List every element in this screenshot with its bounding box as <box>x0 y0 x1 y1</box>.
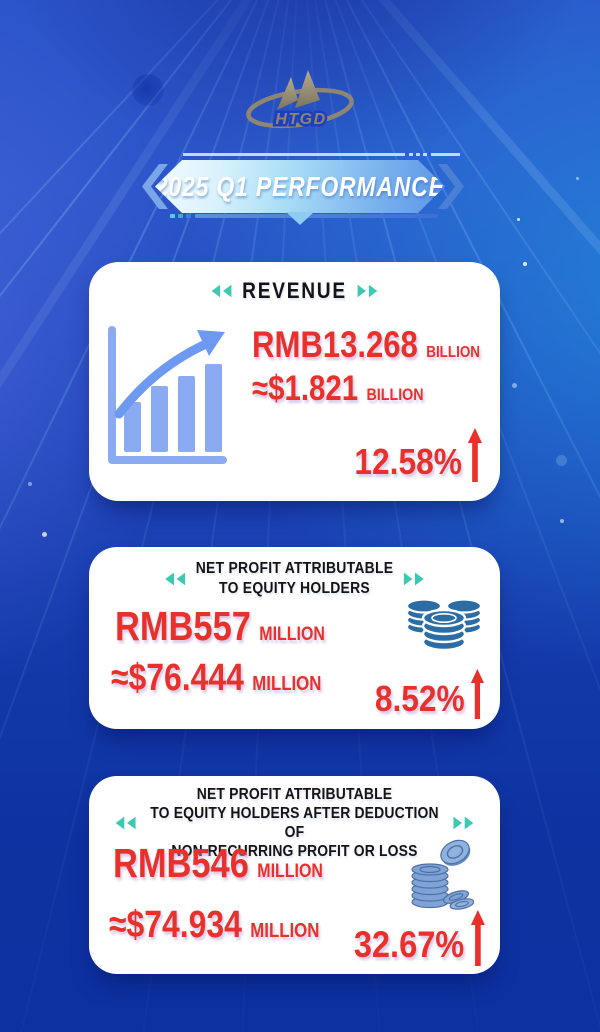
growth-value: 32.67% <box>353 923 464 965</box>
primary-value: RMB557 <box>115 603 251 649</box>
usd-unit: MILLION <box>250 920 320 942</box>
primary-unit: MILLION <box>259 624 325 645</box>
growth-value: 12.58% <box>354 440 462 482</box>
banner-notch <box>286 212 314 225</box>
net-profit-card: NET PROFIT ATTRIBUTABLE TO EQUITY HOLDER… <box>89 547 500 729</box>
background-blob <box>132 74 164 106</box>
primary-value-row: RMB557 MILLION <box>115 603 325 650</box>
banner-shape: 2025 Q1 PERFORMANCE <box>155 160 445 213</box>
revenue-card: REVENUE RMB13.268 BILLION ≈$1.821 BILLIO… <box>89 262 500 501</box>
card-title: REVENUE <box>242 278 347 303</box>
usd-value: ≈$1.821 <box>252 369 359 408</box>
net-profit-deduction-card: NET PROFIT ATTRIBUTABLE TO EQUITY HOLDER… <box>89 776 500 974</box>
usd-unit: MILLION <box>252 673 322 695</box>
logo-swoosh <box>246 87 354 129</box>
double-arrow-right-icon <box>453 816 474 830</box>
card-title: NET PROFIT ATTRIBUTABLE TO EQUITY HOLDER… <box>195 560 394 597</box>
growth-row: 12.58% <box>354 428 482 482</box>
usd-unit: BILLION <box>366 385 424 404</box>
primary-value-row: RMB13.268 BILLION <box>252 324 480 366</box>
usd-value-row: ≈$1.821 BILLION <box>252 369 424 409</box>
double-arrow-left-icon <box>165 572 186 586</box>
primary-value: RMB546 <box>113 840 249 886</box>
growth-value: 8.52% <box>374 677 465 719</box>
primary-value-row: RMB546 MILLION <box>113 840 323 887</box>
usd-value-row: ≈$74.934 MILLION <box>109 904 319 947</box>
primary-unit: MILLION <box>257 861 323 882</box>
up-arrow-icon <box>467 428 482 482</box>
logo-text: HTGD <box>275 111 326 128</box>
up-arrow-icon <box>470 669 484 719</box>
coin-stacks-icon <box>405 598 483 652</box>
double-arrow-right-icon <box>403 572 424 586</box>
logo-mark <box>295 70 320 108</box>
double-arrow-right-icon <box>357 284 378 298</box>
usd-value: ≈$76.444 <box>111 657 244 699</box>
company-logo: HTGD <box>246 70 354 131</box>
primary-value: RMB13.268 <box>252 324 418 365</box>
double-arrow-left-icon <box>115 816 136 830</box>
primary-unit: BILLION <box>426 344 481 361</box>
double-arrow-left-icon <box>211 284 232 298</box>
usd-value-row: ≈$76.444 MILLION <box>111 657 321 700</box>
bar-chart-growth-icon <box>108 326 227 464</box>
up-arrow-icon <box>469 910 484 966</box>
growth-row: 32.67% <box>353 910 484 966</box>
tilted-coin-stack-icon <box>411 839 474 910</box>
usd-value: ≈$74.934 <box>109 904 242 946</box>
growth-row: 8.52% <box>374 669 484 719</box>
card-title: NET PROFIT ATTRIBUTABLE TO EQUITY HOLDER… <box>150 786 439 860</box>
logo-mark <box>277 77 298 110</box>
page-title: 2025 Q1 PERFORMANCE <box>155 170 445 202</box>
